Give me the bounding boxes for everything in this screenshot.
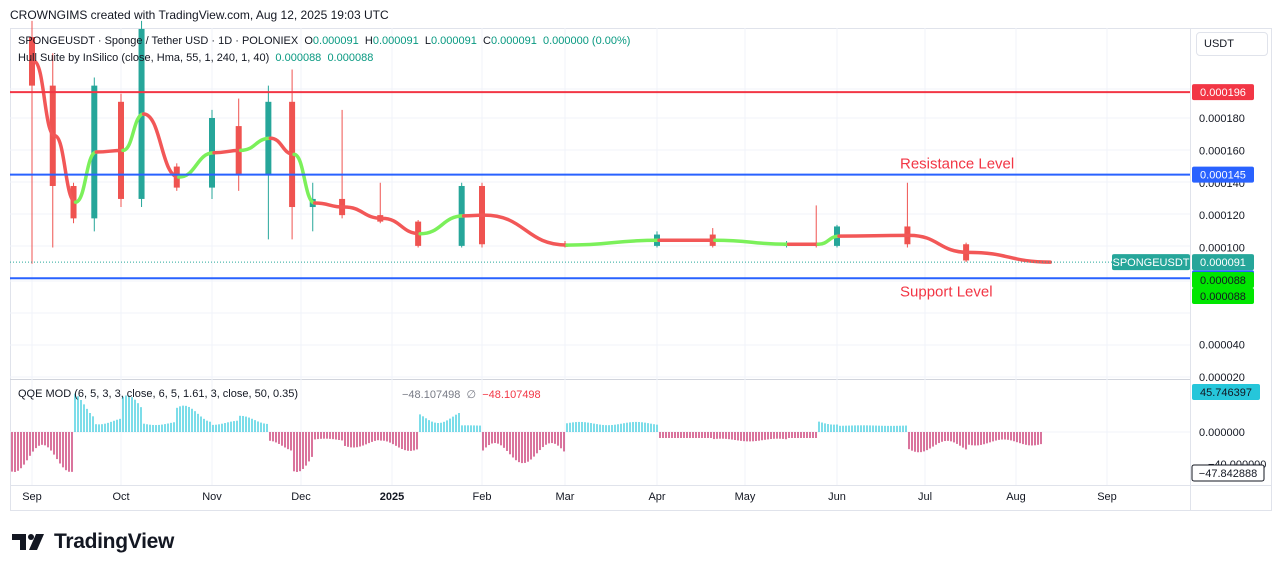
qqe-value-2: −48.107498: [482, 389, 541, 401]
time-tick-label: Oct: [112, 491, 129, 503]
price-tick-label: 0.000020: [1199, 372, 1245, 384]
support-level-label: Support Level: [900, 283, 993, 300]
time-tick-label: Jun: [828, 491, 846, 503]
qqe-legend-values: −48.107498 ∅ −48.107498: [402, 388, 541, 401]
hull-segment: [837, 233, 912, 238]
time-tick-label: Nov: [202, 491, 222, 503]
hull-segment: [966, 250, 1053, 264]
price-tick-label: 0.000100: [1199, 243, 1245, 255]
symbol-label-box: [1112, 254, 1190, 271]
legend-low-label: L: [424, 35, 431, 47]
chart-header: CROWNGIMS created with TradingView.com, …: [10, 8, 389, 22]
qqe-low-box: [1191, 464, 1265, 482]
hull-segment: [268, 136, 296, 157]
time-tick-label: 2025: [380, 491, 404, 503]
time-tick-label: May: [735, 491, 756, 503]
hull-segment: [712, 238, 791, 247]
time-tick-label: Sep: [22, 491, 42, 503]
qqe-low-text: −47.842888: [1199, 468, 1257, 480]
hull-segment: [816, 234, 841, 247]
price-tick-label: 0.000160: [1199, 145, 1245, 157]
candle-body: [29, 37, 35, 86]
qqe-value-1: −48.107498: [402, 389, 461, 401]
hull-segment: [32, 59, 57, 138]
currency-button[interactable]: USDT: [1196, 32, 1268, 56]
hull-segment: [121, 112, 146, 153]
hull-value-1: 0.000088: [275, 52, 322, 64]
legend-high-value: 0.000091: [372, 35, 419, 47]
hull-segment: [94, 148, 125, 154]
hull-label: Hull Suite by InSilico (close, Hma, 55, …: [18, 52, 270, 64]
qqe-label: QQE MOD (6, 5, 3, 3, close, 6, 5, 1.61, …: [18, 388, 299, 400]
hull-label-box: [1192, 288, 1254, 304]
legend-open-value: 0.000091: [312, 35, 359, 47]
hull-segment: [238, 136, 273, 153]
last-price-box: [1192, 254, 1254, 271]
price-tick-label: 0.000120: [1199, 210, 1245, 222]
tradingview-logo[interactable]: TradingView: [12, 530, 174, 554]
legend-high-label: H: [364, 35, 373, 47]
time-tick-label: Dec: [291, 491, 311, 503]
hull-segment: [312, 201, 346, 209]
qqe-tick-label: 0.000000: [1199, 427, 1245, 439]
price-axis-separator: [1190, 28, 1191, 511]
time-tick-label: Apr: [648, 491, 665, 503]
qqe-legend-label-wrap[interactable]: QQE MOD (6, 5, 3, 3, close, 6, 5, 1.61, …: [18, 388, 298, 400]
hull-label-box: [1192, 272, 1254, 288]
hull-label-text: 0.000088: [1200, 275, 1246, 287]
price-label-text: 0.000145: [1200, 170, 1246, 182]
qqe-empty-symbol: ∅: [463, 389, 480, 401]
hull-segment: [73, 150, 99, 204]
symbol-label-text: SPONGEUSDT: [1112, 257, 1189, 269]
legend-close-label: C: [483, 35, 491, 47]
time-tick-label: Feb: [473, 491, 492, 503]
hull-segment: [177, 151, 216, 179]
resistance-level-label: Resistance Level: [900, 156, 1014, 173]
hull-segment: [141, 112, 181, 179]
hull-segment: [292, 152, 317, 205]
hull-segment: [342, 205, 385, 221]
price-label-box: [1192, 84, 1254, 101]
hull-segment: [565, 238, 661, 247]
legend-close-value: 0.000091: [490, 35, 537, 47]
hull-segment: [380, 216, 422, 236]
hull-value-2: 0.000088: [327, 52, 374, 64]
qqe-current-text: 45.746397: [1200, 387, 1252, 399]
chart-frame: [10, 28, 1272, 511]
price-tick-label: 0.000180: [1199, 113, 1245, 125]
tradingview-logo-text: TradingView: [54, 530, 175, 553]
last-price-text: 0.000091: [1200, 257, 1246, 269]
time-tick-label: Mar: [556, 491, 575, 503]
hull-segment: [907, 233, 970, 255]
hull-segment: [482, 213, 569, 247]
tradingview-logo-icon: [12, 534, 44, 550]
price-tick-label: 0.000040: [1199, 340, 1245, 352]
time-tick-label: Aug: [1006, 491, 1026, 503]
legend-low-value: 0.000091: [431, 35, 477, 47]
hull-segment: [53, 134, 78, 204]
hull-segment: [461, 213, 486, 218]
legend-open-label: O: [304, 35, 313, 47]
main-legend: SPONGEUSDT · Sponge / Tether USD · 1D · …: [18, 35, 630, 47]
legend-symbol[interactable]: SPONGEUSDT · Sponge / Tether USD · 1D · …: [18, 35, 299, 47]
time-tick-label: Sep: [1097, 491, 1117, 503]
pane-separator[interactable]: [10, 379, 1190, 380]
hull-segment: [212, 148, 243, 155]
legend-change: 0.000000 (0.00%): [542, 35, 631, 47]
price-label-box: [1192, 166, 1254, 183]
time-axis-separator: [10, 485, 1272, 486]
time-tick-label: Jul: [918, 491, 932, 503]
hull-segment: [418, 214, 466, 236]
hull-label-text: 0.000088: [1200, 291, 1246, 303]
price-label-text: 0.000196: [1200, 87, 1246, 99]
hull-legend[interactable]: Hull Suite by InSilico (close, Hma, 55, …: [18, 52, 373, 64]
qqe-current-box: [1192, 384, 1260, 400]
